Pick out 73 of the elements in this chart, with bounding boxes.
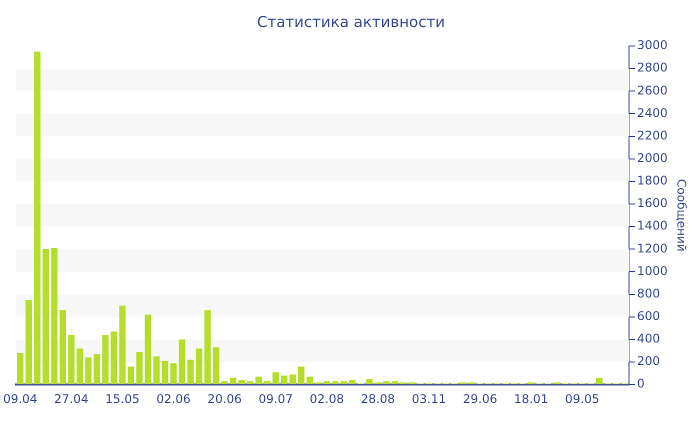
- y-tick-label: 2000: [637, 150, 668, 165]
- bar: [332, 381, 338, 384]
- y-tick-label: 0: [637, 376, 645, 391]
- bar: [264, 381, 270, 384]
- bar: [340, 381, 348, 384]
- bar: [212, 347, 220, 384]
- y-tick-label: 1200: [637, 241, 668, 256]
- bar: [306, 376, 313, 384]
- bar: [196, 348, 202, 384]
- bar: [51, 248, 58, 384]
- y-tick-label: 400: [637, 332, 660, 346]
- bar: [153, 356, 160, 384]
- y-tick-label: 2800: [637, 60, 668, 75]
- y-tick-label: 1800: [637, 174, 668, 188]
- bar: [94, 354, 100, 384]
- bar: [290, 374, 296, 384]
- chart-title: Статистика активности: [257, 12, 445, 31]
- bar: [255, 376, 262, 384]
- bar: [102, 334, 109, 384]
- bar: [596, 378, 602, 384]
- bar: [68, 334, 75, 384]
- bar: [246, 381, 254, 384]
- x-tick-label: 09.07: [258, 392, 293, 406]
- bar: [136, 352, 143, 384]
- bar: [85, 358, 92, 384]
- bar: [281, 376, 288, 384]
- bar: [238, 380, 245, 384]
- bar: [26, 300, 32, 384]
- bar: [324, 381, 330, 384]
- y-tick-label: 2600: [637, 83, 668, 98]
- bar: [178, 339, 186, 384]
- bar: [383, 381, 390, 384]
- y-tick-label: 3000: [637, 38, 668, 52]
- y-tick-label: 600: [637, 309, 660, 324]
- x-tick-label: 20.06: [207, 392, 242, 406]
- bar: [366, 378, 373, 384]
- y-tick-label: 800: [637, 286, 660, 300]
- bar: [128, 366, 134, 384]
- bar: [298, 366, 304, 384]
- bar: [110, 332, 118, 384]
- x-tick-label: 29.06: [462, 392, 498, 406]
- x-tick-label: 02.08: [310, 392, 344, 406]
- bar: [76, 348, 84, 384]
- x-tick-label: 28.08: [360, 392, 396, 406]
- x-tick-label: 09.04: [3, 392, 38, 406]
- bar: [170, 363, 177, 384]
- y-tick-label: 1000: [637, 264, 668, 278]
- bar: [119, 306, 126, 384]
- bar: [392, 381, 398, 384]
- x-tick-label: 02.06: [156, 392, 191, 406]
- bar: [187, 360, 194, 384]
- bar: [42, 249, 49, 384]
- bar: [272, 372, 279, 384]
- x-tick-label: 03.11: [412, 392, 446, 406]
- bar: [162, 360, 168, 384]
- x-tick-label: 27.04: [54, 392, 89, 406]
- bar: [204, 310, 211, 384]
- y-tick-label: 2200: [637, 128, 668, 142]
- x-tick-label: 18.01: [514, 392, 548, 406]
- y-tick-label: 200: [637, 354, 660, 368]
- bar: [144, 314, 152, 384]
- y-tick-label: 2400: [637, 106, 668, 120]
- x-tick-label: 09.05: [565, 392, 600, 406]
- y-tick-label: 1400: [637, 218, 668, 233]
- y-tick-label: 1600: [637, 196, 668, 210]
- bar: [34, 52, 40, 384]
- bar: [221, 381, 228, 384]
- y-axis-title: Сообщений: [674, 179, 689, 252]
- bar: [230, 378, 236, 384]
- bar: [60, 310, 66, 384]
- bar: [349, 380, 356, 384]
- bar: [17, 353, 24, 384]
- x-tick-label: 15.05: [105, 392, 140, 406]
